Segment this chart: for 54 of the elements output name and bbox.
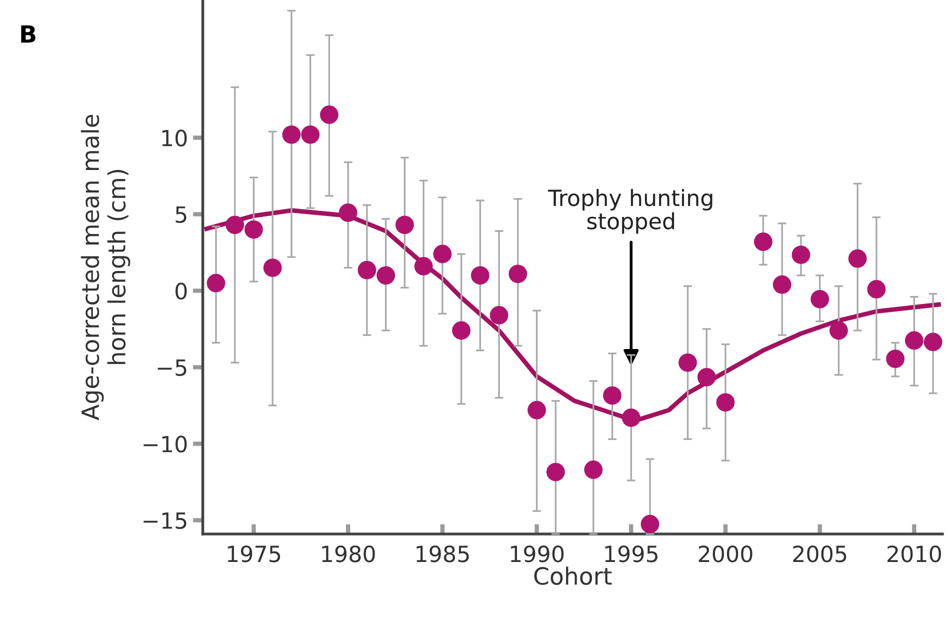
- point: [603, 386, 622, 405]
- x-tick-label: 2005: [793, 546, 846, 562]
- point: [716, 393, 735, 412]
- point: [772, 275, 792, 294]
- x-tick-label: 1985: [416, 546, 469, 562]
- point: [886, 350, 905, 368]
- point: [452, 321, 470, 340]
- point: [263, 258, 282, 277]
- point: [622, 408, 640, 427]
- point: [678, 353, 697, 372]
- point: [546, 462, 565, 482]
- point: [924, 332, 942, 352]
- point: [792, 246, 810, 264]
- y-tick-label: 10: [162, 130, 187, 146]
- point: [226, 216, 244, 234]
- point: [528, 400, 546, 420]
- point: [640, 514, 660, 534]
- point: [867, 280, 886, 298]
- x-tick-label: 1975: [228, 546, 280, 562]
- x-tick-label: 1995: [605, 546, 658, 562]
- text: B: [21, 25, 36, 43]
- x-tick-label: 1990: [510, 546, 564, 562]
- point: [206, 274, 226, 292]
- point: [904, 331, 924, 350]
- point: [433, 244, 452, 264]
- annotation: Trophy hunting stopped: [548, 189, 712, 234]
- x-tick-label: 2000: [698, 546, 752, 562]
- point: [470, 266, 490, 285]
- point: [376, 266, 396, 285]
- y-tick-label: −15: [144, 512, 186, 529]
- point: [810, 290, 830, 308]
- x-tick-label: 1980: [322, 546, 375, 562]
- point: [320, 106, 338, 124]
- point: [244, 220, 263, 239]
- y-tick-label: 0: [176, 282, 187, 300]
- point: [301, 125, 320, 144]
- point: [395, 216, 414, 234]
- point: [829, 321, 848, 340]
- point: [338, 203, 358, 222]
- point: [358, 260, 376, 280]
- point: [754, 232, 772, 251]
- point: [414, 257, 433, 276]
- point: [508, 264, 528, 284]
- point: [697, 368, 716, 386]
- point: [490, 306, 508, 324]
- y-axis-title: Age-corrected mean male horn length (cm): [80, 114, 130, 420]
- x-axis-title: Cohort: [534, 566, 612, 585]
- y-tick-label: −10: [144, 436, 187, 452]
- point: [282, 125, 301, 144]
- point: [584, 460, 603, 479]
- x-tick-label: 2010: [888, 546, 941, 562]
- y-tick-label: 5: [176, 206, 186, 223]
- y-tick-label: −5: [158, 359, 186, 376]
- point: [848, 249, 867, 268]
